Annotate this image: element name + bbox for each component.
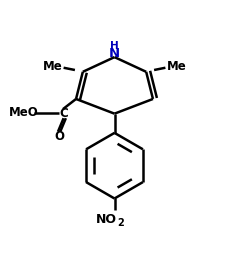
Text: Me: Me [42,60,62,73]
Text: NO: NO [96,213,117,226]
Text: N: N [109,47,120,60]
Text: 2: 2 [117,218,123,228]
Text: Me: Me [167,60,187,73]
Text: O: O [54,130,64,143]
Text: MeO: MeO [9,106,39,119]
Text: C: C [59,107,68,120]
Text: H: H [110,41,119,51]
